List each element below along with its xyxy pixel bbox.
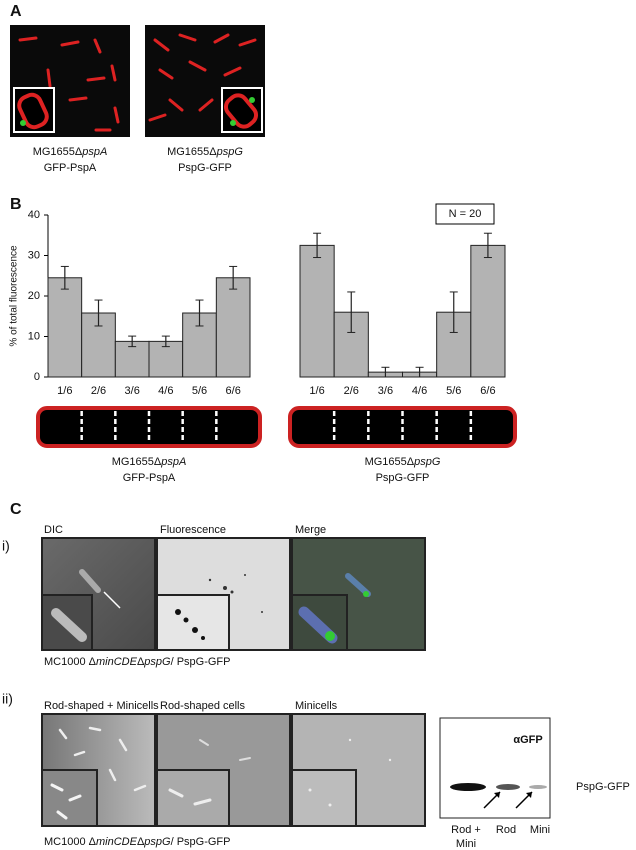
caption: PspG-GFP xyxy=(376,472,430,484)
y-tick-label: 20 xyxy=(28,290,40,302)
micrograph xyxy=(145,25,265,137)
caption-strain: MG1655Δ xyxy=(365,456,415,468)
lane-label: Mini xyxy=(456,838,476,850)
band-label: PspG-GFP xyxy=(576,781,630,793)
caption: GFP-PspA xyxy=(123,472,176,484)
caption: MG1655ΔpspG xyxy=(167,146,243,158)
x-tick-label: 6/6 xyxy=(480,385,495,397)
y-tick-label: 10 xyxy=(28,330,40,342)
x-tick-label: 1/6 xyxy=(57,385,72,397)
caption: MG1655ΔpspG xyxy=(365,456,441,468)
micrograph xyxy=(291,713,426,827)
micrograph xyxy=(291,537,426,651)
x-tick-label: 1/6 xyxy=(309,385,324,397)
caption: PspG-GFP xyxy=(178,162,232,174)
row-label: i) xyxy=(2,538,10,554)
caption-strain: MG1655Δ xyxy=(112,456,162,468)
lane-label: Rod xyxy=(496,824,516,836)
bar xyxy=(47,277,83,378)
bar xyxy=(470,244,506,378)
caption: MG1655ΔpspA xyxy=(33,146,108,158)
image-title: Minicells xyxy=(295,700,338,712)
lane-label: Rod + xyxy=(451,824,481,836)
caption: MC1000 ΔminCDEΔpspG/ PspG-GFP xyxy=(44,836,231,848)
y-tick-label: 30 xyxy=(28,249,40,261)
y-tick-label: 0 xyxy=(34,371,40,383)
x-tick-label: 2/6 xyxy=(91,385,106,397)
caption: GFP-PspA xyxy=(44,162,97,174)
micrograph xyxy=(41,713,156,827)
antibody-label: αGFP xyxy=(513,734,542,746)
x-tick-label: 2/6 xyxy=(344,385,359,397)
micrograph xyxy=(41,537,156,651)
x-tick-label: 4/6 xyxy=(158,385,173,397)
image-title: Fluorescence xyxy=(160,524,226,536)
caption-gene: pspA xyxy=(160,456,186,468)
western-blot xyxy=(439,717,551,819)
annotation: N = 20 xyxy=(449,208,482,220)
bar xyxy=(299,244,335,378)
image-title: Rod-shaped + Minicells xyxy=(44,700,159,712)
bar xyxy=(148,340,184,378)
charts: 0 10 20 30 40 % of total fluorescence 1/6 2/6 3/… xyxy=(9,203,517,484)
panel-label: C xyxy=(10,501,22,518)
panel-label: B xyxy=(10,196,22,213)
caption: MC1000 ΔminCDEΔpspG/ PspG-GFP xyxy=(44,656,231,668)
panel-label: A xyxy=(10,3,22,20)
x-tick-label: 6/6 xyxy=(226,385,241,397)
annotation-box xyxy=(435,203,495,225)
x-tick-label: 5/6 xyxy=(446,385,461,397)
x-tick-label: 5/6 xyxy=(192,385,207,397)
image-title: Rod-shaped cells xyxy=(160,700,245,712)
x-tick-label: 4/6 xyxy=(412,385,427,397)
micrograph xyxy=(10,25,130,137)
y-axis-label: % of total fluorescence xyxy=(9,245,20,347)
image-title: Merge xyxy=(295,524,326,536)
micrograph xyxy=(156,537,291,651)
micrograph xyxy=(156,713,291,827)
bar xyxy=(215,277,251,378)
y-tick-label: 40 xyxy=(28,209,40,221)
x-tick-label: 3/6 xyxy=(125,385,140,397)
image-title: DIC xyxy=(44,524,63,536)
x-tick-label: 3/6 xyxy=(378,385,393,397)
caption: MG1655ΔpspA xyxy=(112,456,187,468)
lane-label: Mini xyxy=(530,824,550,836)
row-label: ii) xyxy=(2,691,13,707)
caption-gene: pspG xyxy=(413,456,441,468)
